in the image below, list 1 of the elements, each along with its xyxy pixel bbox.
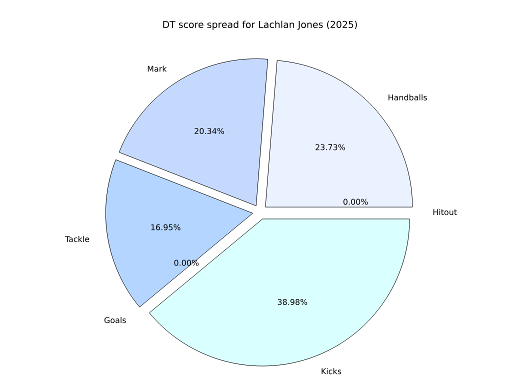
chart-title: DT score spread for Lachlan Jones (2025) bbox=[163, 20, 357, 30]
